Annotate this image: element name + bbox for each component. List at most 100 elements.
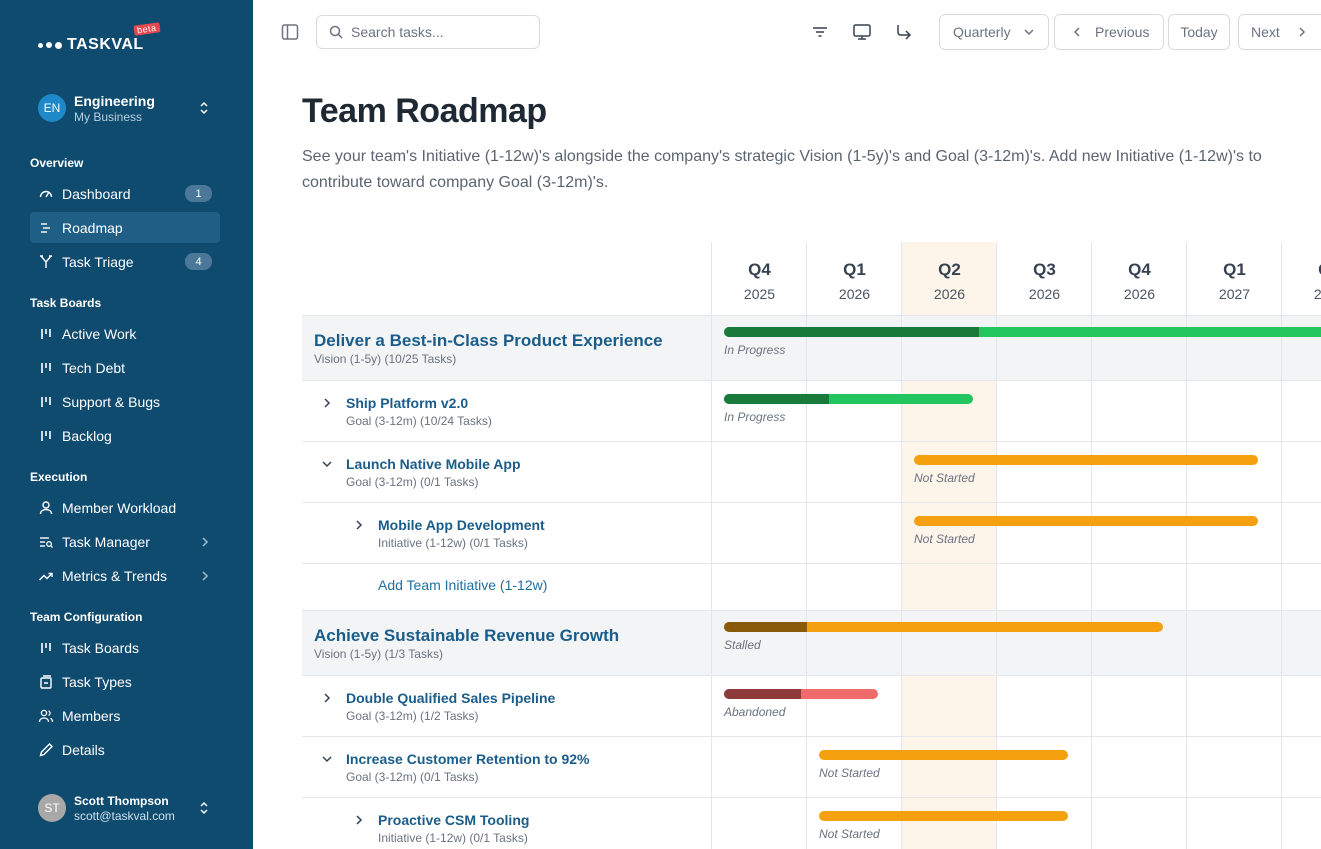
- sidebar-item-task-boards[interactable]: Task Boards: [30, 632, 220, 663]
- sidebar-toggle-icon[interactable]: [278, 20, 302, 44]
- sidebar-item-task-manager[interactable]: Task Manager: [30, 526, 220, 557]
- goal-subtitle: Goal (3-12m) (10/24 Tasks): [346, 414, 492, 428]
- quarter-year: 2026: [1028, 286, 1061, 302]
- timeline-bar[interactable]: [819, 750, 1069, 760]
- timeline-bar[interactable]: [914, 455, 1259, 465]
- gauge-icon: [38, 186, 54, 202]
- timeline-bar-progress: [724, 622, 808, 632]
- sidebar-item-roadmap[interactable]: Roadmap: [30, 212, 220, 243]
- initiative-subtitle: Initiative (1-12w) (0/1 Tasks): [378, 536, 528, 550]
- grid-line: [901, 242, 902, 849]
- sidebar-item-task-triage[interactable]: Task Triage 4: [30, 246, 220, 277]
- next-label: Next: [1251, 24, 1280, 40]
- chevron-right-icon[interactable]: [352, 518, 366, 532]
- quarter-label: Q1: [843, 260, 866, 279]
- goal-row: Increase Customer Retention to 92% Goal (…: [302, 736, 1321, 797]
- search-box[interactable]: [316, 15, 540, 49]
- timeline-bar[interactable]: [724, 622, 1164, 632]
- goal-title[interactable]: Increase Customer Retention to 92%: [346, 751, 590, 767]
- roadmap-grid: Q4 2025 Q1 2026 Q2 2026 Q3 2026 Q4 2026 Q1 2027 Q2 20…: [302, 242, 1321, 849]
- status-label: Not Started: [914, 532, 975, 546]
- sidebar-item-label: Support & Bugs: [62, 393, 161, 410]
- goal-title[interactable]: Launch Native Mobile App: [346, 456, 521, 472]
- sidebar-item-task-types[interactable]: Task Types: [30, 666, 220, 697]
- quarter-year: 2027: [1218, 286, 1251, 302]
- board-icon: [38, 394, 54, 410]
- goal-title[interactable]: Double Qualified Sales Pipeline: [346, 690, 556, 706]
- workspace-switcher[interactable]: EN Engineering My Business: [38, 92, 218, 124]
- sidebar-item-details[interactable]: Details: [30, 734, 220, 765]
- workspace-subtitle: My Business: [74, 109, 143, 124]
- chevron-right-icon[interactable]: [320, 396, 334, 410]
- sidebar-item-metrics-trends[interactable]: Metrics & Trends: [30, 560, 220, 591]
- sidebar-item-label: Metrics & Trends: [62, 567, 168, 584]
- period-value: Quarterly: [953, 24, 1011, 40]
- grid-line: [1186, 242, 1187, 849]
- chevron-right-icon[interactable]: [352, 813, 366, 827]
- today-label: Today: [1180, 24, 1218, 40]
- vision-title[interactable]: Achieve Sustainable Revenue Growth: [314, 626, 620, 645]
- trend-icon: [38, 568, 54, 584]
- user-menu[interactable]: ST Scott Thompson scott@taskval.com: [38, 792, 218, 824]
- next-button[interactable]: Next: [1238, 14, 1321, 50]
- goal-row: Ship Platform v2.0 Goal (3-12m) (10/24 Ta…: [302, 380, 1321, 441]
- vision-title[interactable]: Deliver a Best-in-Class Product Experien…: [314, 331, 663, 350]
- sidebar-item-member-workload[interactable]: Member Workload: [30, 492, 220, 523]
- initiative-title[interactable]: Mobile App Development: [378, 517, 545, 533]
- sidebar-item-active-work[interactable]: Active Work: [30, 318, 220, 349]
- sidebar-item-dashboard[interactable]: Dashboard 1: [30, 178, 220, 209]
- board-icon: [38, 640, 54, 656]
- chevron-down-icon[interactable]: [320, 457, 334, 471]
- status-label: Not Started: [819, 766, 880, 780]
- page-title: Team Roadmap: [302, 92, 547, 130]
- timeline-bar[interactable]: [724, 327, 1321, 337]
- display-icon[interactable]: [850, 20, 874, 44]
- quarter-year: 2026: [1123, 286, 1156, 302]
- sidebar-item-label: Task Manager: [62, 533, 150, 550]
- chevron-right-icon[interactable]: [320, 691, 334, 705]
- quarter-year: 2027: [1313, 286, 1321, 302]
- workspace-name: Engineering: [74, 92, 155, 109]
- chevron-down-icon[interactable]: [320, 752, 334, 766]
- quarter-header: Q3 2026: [997, 242, 1092, 315]
- add-team-initiative-link[interactable]: Add Team Initiative (1-12w): [378, 577, 548, 593]
- user-email: scott@taskval.com: [74, 808, 175, 823]
- search-input[interactable]: [351, 24, 521, 40]
- chevron-updown-icon: [200, 101, 208, 115]
- timeline-bar[interactable]: [724, 394, 974, 404]
- goal-subtitle: Goal (3-12m) (0/1 Tasks): [346, 475, 479, 489]
- goal-title[interactable]: Ship Platform v2.0: [346, 395, 469, 411]
- filter-icon[interactable]: [808, 20, 832, 44]
- timeline-bar[interactable]: [819, 811, 1069, 821]
- status-label: In Progress: [724, 343, 786, 357]
- sidebar-item-support-bugs[interactable]: Support & Bugs: [30, 386, 220, 417]
- sidebar-item-tech-debt[interactable]: Tech Debt: [30, 352, 220, 383]
- timeline-bar-progress: [724, 327, 979, 337]
- status-label: Not Started: [914, 471, 975, 485]
- timeline-bar[interactable]: [724, 689, 879, 699]
- app-name: TASKVAL: [67, 36, 144, 53]
- quarter-header: Q2 2027: [1282, 242, 1321, 315]
- period-select[interactable]: Quarterly: [939, 14, 1049, 50]
- sidebar-item-label: Backlog: [62, 427, 112, 444]
- previous-button[interactable]: Previous: [1054, 14, 1164, 50]
- sidebar-item-label: Task Boards: [62, 639, 140, 656]
- corner-arrow-icon[interactable]: [892, 20, 916, 44]
- sidebar-item-members[interactable]: Members: [30, 700, 220, 731]
- timeline-bar[interactable]: [914, 516, 1259, 526]
- board-icon: [38, 326, 54, 342]
- goal-row: Double Qualified Sales Pipeline Goal (3-1…: [302, 675, 1321, 736]
- sidebar-item-backlog[interactable]: Backlog: [30, 420, 220, 451]
- user-avatar: ST: [38, 794, 66, 822]
- quarter-label: Q3: [1033, 260, 1056, 279]
- search-icon: [329, 25, 343, 39]
- quarter-label: Q4: [748, 260, 771, 279]
- roadmap-icon: [38, 220, 54, 236]
- quarter-label: Q4: [1128, 260, 1151, 279]
- today-button[interactable]: Today: [1168, 14, 1230, 50]
- app-logo[interactable]: TASKVAL beta: [38, 22, 161, 54]
- chevron-right-icon: [200, 569, 210, 585]
- toolbar: Quarterly Previous Today Next: [253, 0, 1321, 64]
- chevron-right-icon: [1299, 27, 1305, 37]
- initiative-title[interactable]: Proactive CSM Tooling: [378, 812, 530, 828]
